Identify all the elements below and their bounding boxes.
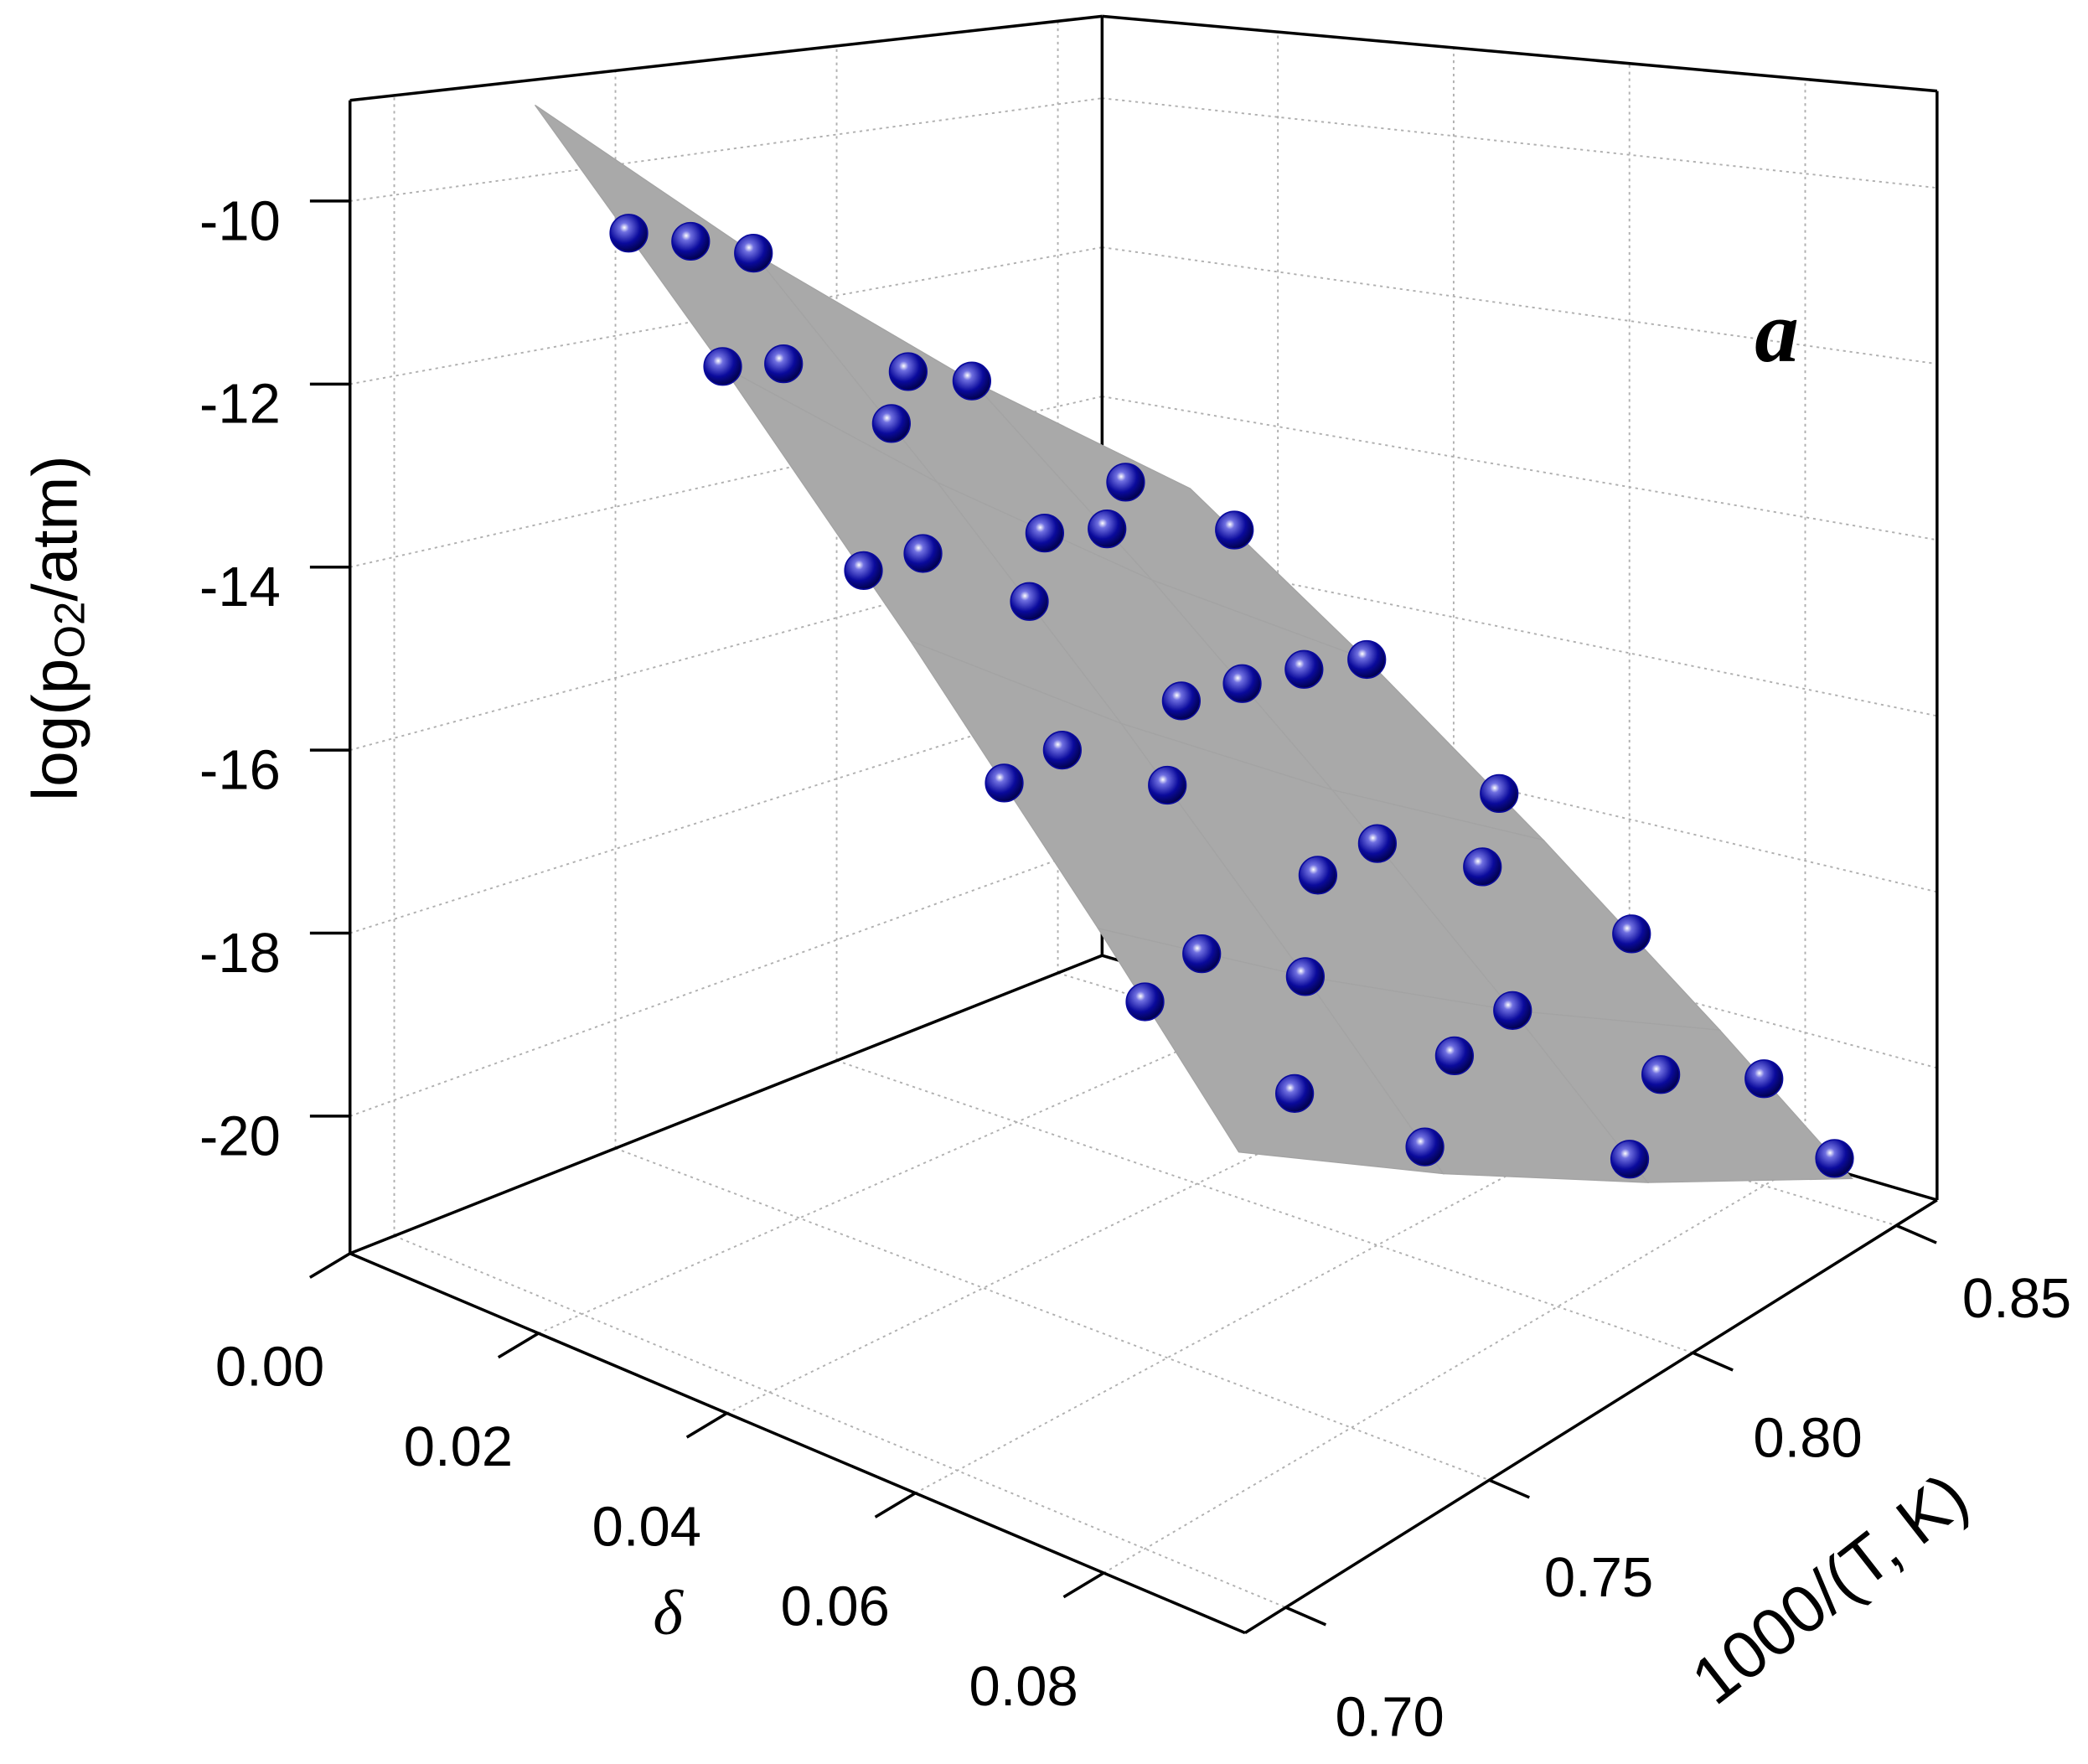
data-point <box>609 214 649 253</box>
x-tick <box>685 1411 728 1439</box>
grid-line <box>1102 246 1937 365</box>
data-point <box>1347 639 1387 680</box>
z-tick-label: -12 <box>199 373 281 436</box>
y-axis-label: 1000/(T, K) <box>1678 1459 1982 1719</box>
data-point <box>1434 1036 1475 1075</box>
data-point <box>844 551 883 591</box>
x-tick <box>1062 1571 1105 1599</box>
data-point <box>1298 856 1338 895</box>
grid-line <box>349 842 1103 1117</box>
axis-line <box>349 14 1103 102</box>
annotation: a <box>1755 282 1799 380</box>
y-tick-label: 0.75 <box>1544 1546 1653 1609</box>
points <box>609 214 1854 1179</box>
data-point <box>1148 765 1187 805</box>
z-tick-label: -18 <box>199 922 281 985</box>
data-point <box>1815 1139 1854 1178</box>
x-tick <box>308 1252 351 1279</box>
axis-line <box>349 954 1103 1255</box>
z-tick-label: -14 <box>199 556 281 618</box>
x-tick-label: 0.02 <box>404 1415 513 1478</box>
data-point <box>903 534 943 573</box>
data-point <box>1405 1127 1445 1167</box>
axis-line <box>1102 14 1937 93</box>
data-point <box>1285 957 1326 996</box>
data-point <box>1480 773 1519 814</box>
grid-line <box>394 1234 1286 1609</box>
grid-line <box>349 693 1103 934</box>
data-point <box>1610 1140 1650 1179</box>
data-point <box>1744 1059 1784 1099</box>
data-point <box>1161 681 1202 721</box>
x-axis-label: δ <box>653 1577 684 1648</box>
data-point <box>1182 934 1222 974</box>
data-point <box>1641 1055 1681 1094</box>
data-point <box>671 221 711 261</box>
data-point <box>888 352 928 391</box>
data-point <box>1284 649 1324 689</box>
x-tick-label: 0.04 <box>592 1495 701 1558</box>
data-point <box>1274 1073 1315 1113</box>
grid-line <box>1102 693 1938 893</box>
surface <box>535 104 1853 1183</box>
data-point <box>1088 509 1127 549</box>
grid-line <box>1057 972 1897 1227</box>
z-tick-label: -10 <box>199 189 281 252</box>
data-point <box>703 347 742 386</box>
x-tick <box>874 1492 917 1518</box>
data-point <box>1010 582 1049 621</box>
axis-line <box>1244 1198 1938 1635</box>
data-point <box>1106 463 1145 502</box>
y-tick-label: 0.80 <box>1753 1407 1862 1470</box>
z-label-part: log(p <box>20 659 91 801</box>
z-tick-label: -16 <box>199 739 281 802</box>
data-point <box>871 404 911 443</box>
y-tick-label: 0.70 <box>1335 1686 1444 1749</box>
data-point <box>1493 991 1532 1030</box>
y-tick <box>1692 1351 1734 1372</box>
x-tick-label: 0.00 <box>215 1336 324 1399</box>
y-tick-label: 0.85 <box>1962 1267 2071 1330</box>
y-tick <box>1488 1478 1530 1499</box>
z-axis-label: log(pO2/atm) <box>20 455 94 801</box>
x-tick-label: 0.06 <box>781 1575 890 1638</box>
z-label-part: /atm) <box>20 455 91 601</box>
z-tick-label: -20 <box>199 1104 281 1167</box>
x-tick-label: 0.08 <box>969 1655 1078 1718</box>
grid-line <box>1102 396 1937 541</box>
data-point <box>734 233 773 273</box>
data-point <box>1463 847 1502 887</box>
data-point <box>1222 664 1262 703</box>
data-point <box>764 344 804 384</box>
data-point <box>1125 982 1165 1022</box>
grid-line <box>615 1147 1490 1482</box>
data-point <box>985 763 1024 803</box>
data-point <box>952 361 992 401</box>
grid-line <box>1102 97 1937 189</box>
y-tick <box>1895 1223 1937 1244</box>
data-point <box>1215 510 1254 550</box>
z-label-sub: O2 <box>46 602 94 659</box>
grid-line <box>349 97 1103 202</box>
axis-line <box>349 1252 1246 1635</box>
grid-line <box>726 1058 1455 1415</box>
x-tick <box>497 1332 540 1359</box>
data-point <box>1612 914 1651 954</box>
data-point <box>1357 824 1398 863</box>
grid-line <box>538 1006 1279 1334</box>
y-tick <box>1284 1606 1327 1627</box>
data-point <box>1025 514 1064 553</box>
grid-line <box>1103 1161 1806 1574</box>
data-point <box>1042 730 1082 770</box>
surface-patch <box>1511 1010 1853 1183</box>
axes: -20 -18 -16 -14 -12 -10 0.00 0.02 0.04 0.06 0.08 0.… <box>199 189 2071 1748</box>
